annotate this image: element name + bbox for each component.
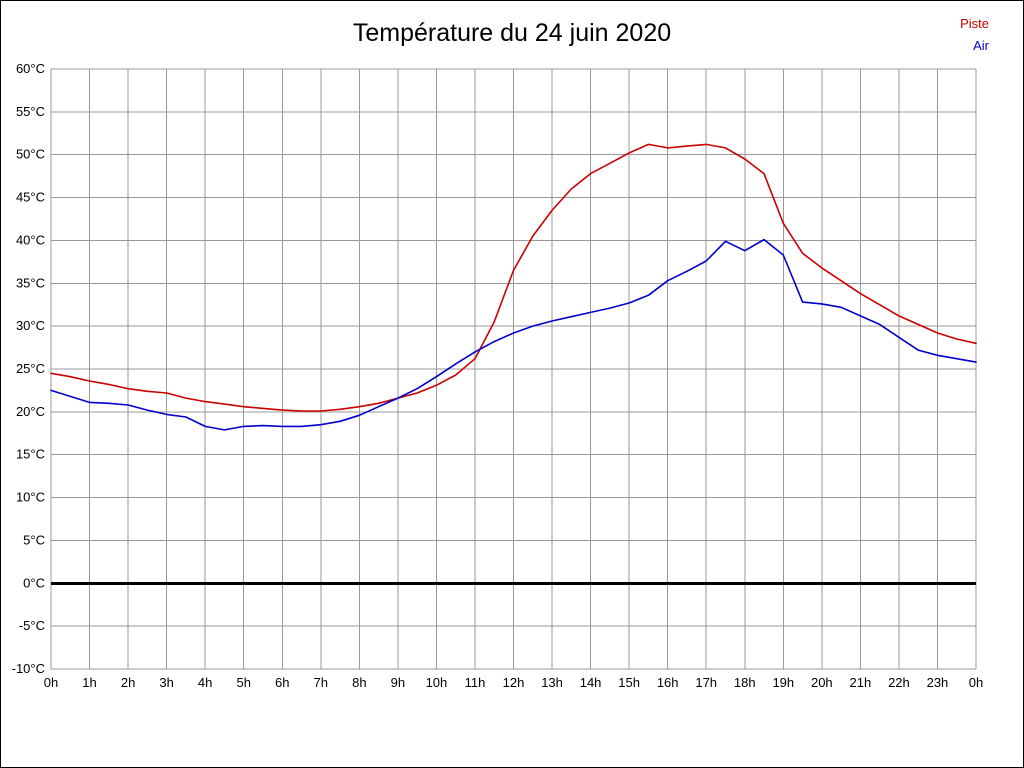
x-axis-tick-label: 14h (580, 675, 602, 690)
x-axis-tick-label: 13h (541, 675, 563, 690)
y-axis-tick-label: 45°C (16, 190, 45, 205)
y-axis-tick-label: 55°C (16, 104, 45, 119)
x-axis-tick-label: 16h (657, 675, 679, 690)
legend-air-label: Air (973, 38, 989, 53)
chart-title: Température du 24 juin 2020 (352, 19, 672, 47)
x-axis-tick-label: 21h (850, 675, 872, 690)
x-axis-tick-label: 18h (734, 675, 756, 690)
x-axis-tick-label: 7h (314, 675, 328, 690)
y-axis-tick-label: -10°C (12, 661, 45, 676)
x-axis-tick-label: 1h (82, 675, 96, 690)
x-axis-tick-label: 6h (275, 675, 289, 690)
x-axis-tick-label: 4h (198, 675, 212, 690)
x-axis-tick-label: 17h (695, 675, 717, 690)
y-axis-tick-label: 40°C (16, 232, 45, 247)
x-axis-tick-label: 10h (426, 675, 448, 690)
x-axis-tick-label: 9h (391, 675, 405, 690)
series-line-air (50, 238, 977, 431)
x-axis-tick-label: 3h (159, 675, 173, 690)
x-axis-tick-label: 15h (618, 675, 640, 690)
y-axis-tick-label: 10°C (16, 490, 45, 505)
x-axis-tick-label: 23h (927, 675, 949, 690)
y-axis-tick-label: 15°C (16, 447, 45, 462)
x-axis-tick-label: 20h (811, 675, 833, 690)
y-axis-tick-label: 50°C (16, 147, 45, 162)
x-axis-tick-label: 8h (352, 675, 366, 690)
x-axis-tick-label: 22h (888, 675, 910, 690)
y-axis-tick-label: 35°C (16, 275, 45, 290)
y-axis-tick-label: 25°C (16, 361, 45, 376)
x-axis-tick-label: 2h (121, 675, 135, 690)
x-axis-tick-label: 5h (236, 675, 250, 690)
y-axis-tick-label: 20°C (16, 404, 45, 419)
legend-piste-label: Piste (960, 16, 989, 31)
x-axis-tick-label: 12h (503, 675, 525, 690)
x-axis-tick-label: 11h (465, 675, 486, 690)
y-axis-tick-label: 30°C (16, 318, 45, 333)
chart-legend: Piste Air (960, 13, 989, 57)
y-axis-tick-label: 5°C (23, 532, 45, 547)
x-axis-tick-label: 0h (44, 675, 58, 690)
y-axis-tick-label: -5°C (19, 618, 45, 633)
y-axis-tick-label: 60°C (16, 61, 45, 76)
x-axis-tick-label: 0h (969, 675, 983, 690)
y-axis-tick-label: 0°C (23, 575, 45, 590)
series-line-piste (50, 143, 977, 412)
x-axis-tick-label: 19h (772, 675, 794, 690)
